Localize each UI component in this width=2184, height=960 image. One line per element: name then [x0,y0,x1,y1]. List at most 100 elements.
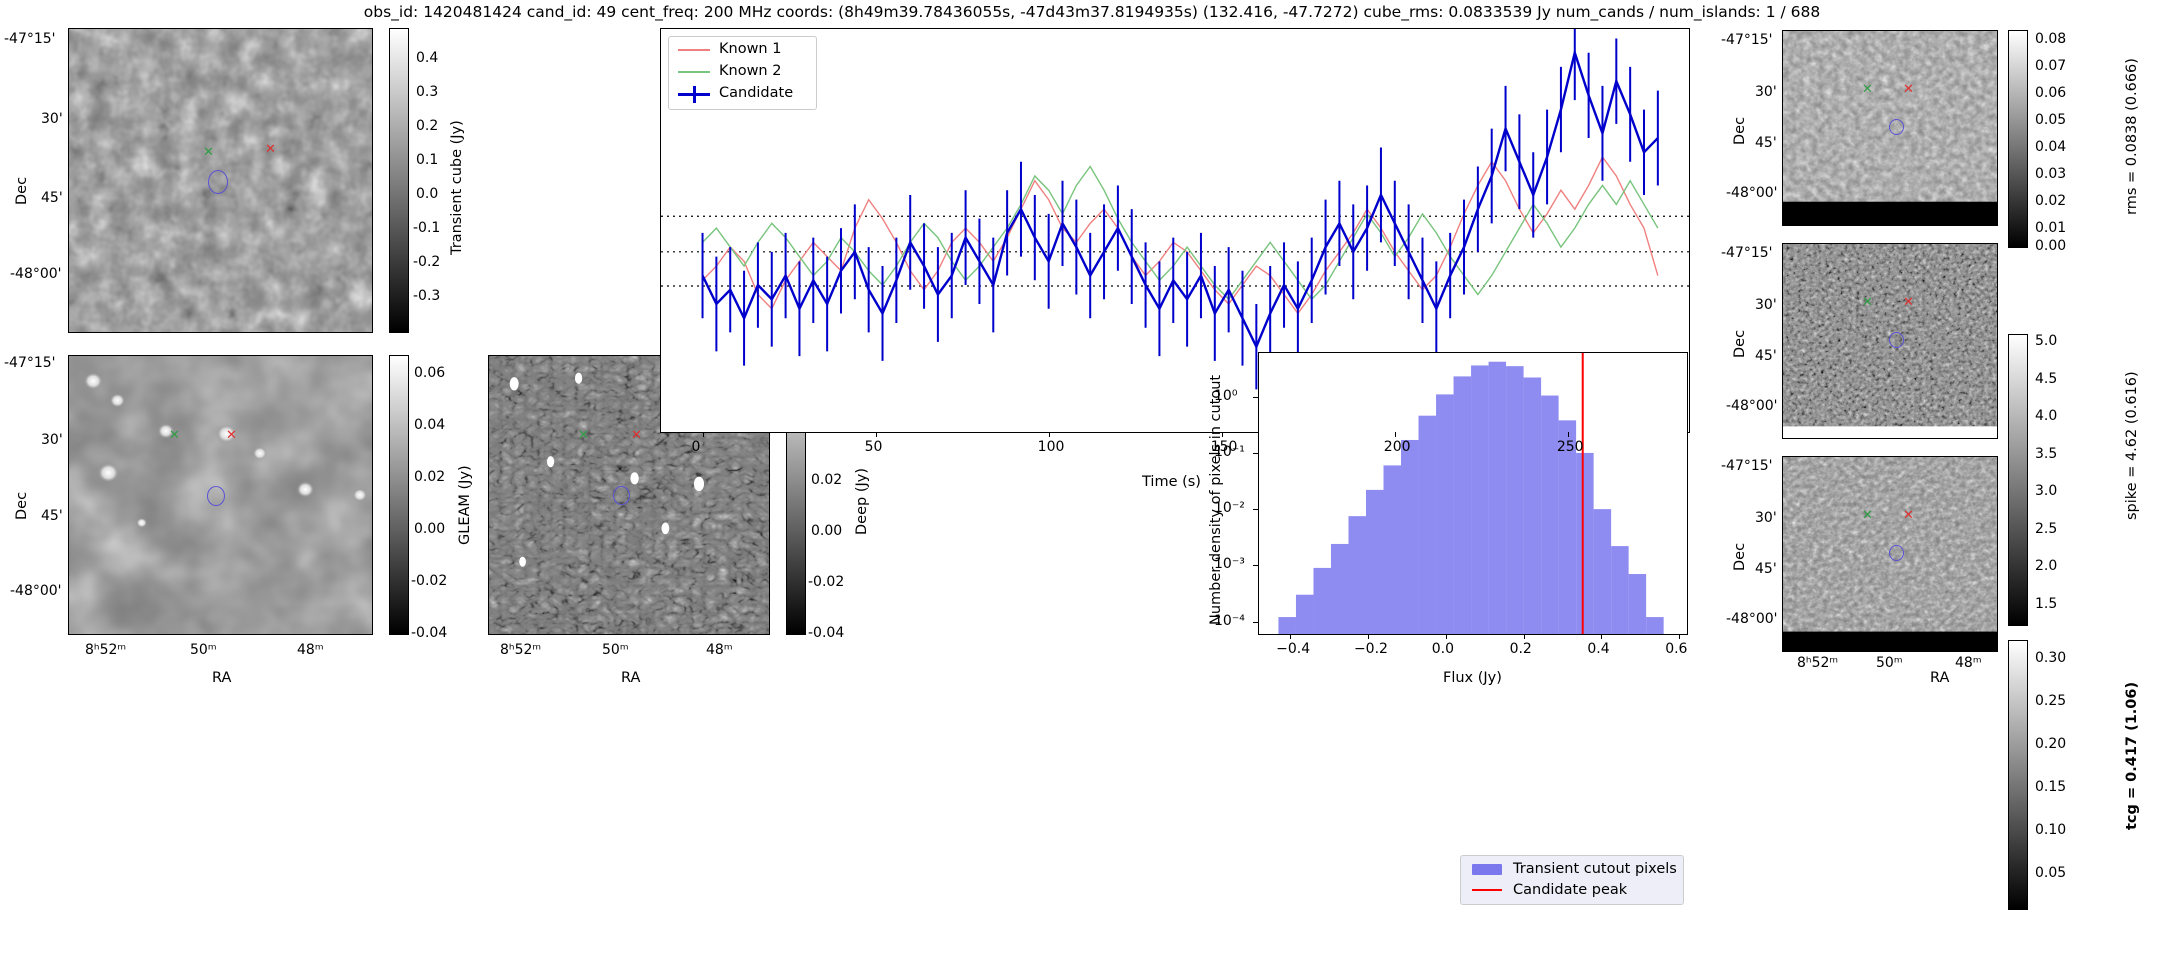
histogram-ytickmark [1253,396,1258,398]
histogram-ytickmark [1253,621,1258,623]
tcg-colorbar[interactable] [2008,640,2028,910]
tcg-image [1783,457,1997,651]
tcg-ytick-1: 30' [1755,510,1777,526]
rms-colorbar-label: rms = 0.0838 (0.666) [2124,58,2140,215]
rms-ytick-0: -47°15' [1721,32,1773,48]
tc-ytick-1: 30' [41,111,63,127]
gl-cb-3: 0.00 [414,521,446,537]
known2-marker: ✕ [169,428,180,443]
known2-marker: ✕ [578,428,589,443]
candidate-source-ellipse [613,486,630,505]
rms-cb-8: 0.00 [2035,238,2067,254]
sp-cb-2: 4.0 [2035,408,2058,424]
lightcurve-xtickmark [1221,432,1223,437]
gl-cb-0: 0.06 [414,365,446,381]
panel-rms[interactable]: ✕ ✕ [1782,30,1998,226]
tc-cb-7: -0.3 [413,288,441,304]
deep-xtick-1: 50ᵐ [602,642,629,658]
lightcurve-xtick-label: 250 [1556,439,1584,455]
gl-cb-4: -0.02 [411,573,448,589]
dp-cb-2: 0.02 [811,472,843,488]
histogram-ytick-label: 10⁻⁴ [1214,612,1245,629]
candidate-source-ellipse [208,170,228,194]
panel-tcg[interactable]: ✕ ✕ [1782,456,1998,652]
spike-ytick-1: 30' [1755,297,1777,313]
lightcurve-xtickmark [1567,432,1569,437]
rms-cb-1: 0.07 [2035,58,2067,74]
candidate-source-ellipse [207,486,225,506]
legend-label-candidate: Candidate [719,85,794,101]
transient-cube-ylabel: Dec [14,176,30,205]
tcg-colorbar-label: tcg = 0.417 (1.06) [2124,681,2140,830]
panel-spike[interactable]: ✕ ✕ [1782,243,1998,439]
legend-label-known1: Known 1 [719,41,782,57]
known1-marker: ✕ [1903,508,1914,523]
histogram-xtickmark [1679,634,1681,639]
histogram-xlabel: Flux (Jy) [1443,670,1502,686]
tc-cb-5: -0.1 [413,220,441,236]
rms-ylabel: Dec [1732,116,1748,145]
sp-cb-5: 2.5 [2035,521,2058,537]
rms-cb-0: 0.08 [2035,31,2067,47]
tc-ytick-2: 45' [41,190,63,206]
histogram-legend [1460,855,1684,905]
lightcurve-xtick-label: 0 [691,439,701,455]
tcg-xtick-2: 48ᵐ [1955,655,1982,671]
known1-marker: ✕ [1903,82,1914,97]
panel-gleam[interactable]: ✕ ✕ [68,355,373,635]
spike-ytick-3: -48°00' [1726,398,1778,414]
histogram-xtickmark [1290,634,1292,639]
dp-cb-5: -0.04 [808,625,845,641]
known2-marker: ✕ [203,145,214,160]
gleam-xtick-0: 8ʰ52ᵐ [85,642,127,658]
gl-cb-2: 0.02 [414,469,446,485]
dp-cb-4: -0.02 [808,574,845,590]
histogram-plot[interactable] [1258,352,1688,635]
tc-cb-4: 0.0 [416,186,439,202]
histogram-ytick-label: 10⁻³ [1214,556,1245,573]
tcg-cb-4: 0.10 [2035,822,2067,838]
gleam-ytick-3: -48°00' [10,583,62,599]
sp-cb-4: 3.0 [2035,483,2058,499]
tcg-xlabel: RA [1930,670,1950,686]
spike-colorbar[interactable] [2008,334,2028,626]
tcg-cb-0: 0.30 [2035,650,2067,666]
rms-cb-4: 0.04 [2035,139,2067,155]
histogram-ytickmark [1253,509,1258,511]
gleam-colorbar[interactable] [389,355,409,635]
gleam-colorbar-label: GLEAM (Jy) [457,465,473,545]
lightcurve-xtick-label: 50 [864,439,883,455]
tcg-cb-2: 0.20 [2035,736,2067,752]
known1-marker: ✕ [226,428,237,443]
gl-cb-1: 0.04 [414,417,446,433]
gleam-xtick-1: 50ᵐ [190,642,217,658]
legend-errorbar-candidate [693,86,696,103]
rms-ytick-3: -48°00' [1726,185,1778,201]
panel-transient-cube[interactable]: ✕ ✕ [68,28,373,333]
histogram-xtickmark [1523,634,1525,639]
tcg-ytick-2: 45' [1755,561,1777,577]
gleam-ytick-0: -47°15' [4,355,56,371]
candidate-source-ellipse [1889,545,1904,561]
rms-cb-7: 0.01 [2035,220,2067,236]
legend-line-candidate-peak [1472,889,1502,892]
rms-colorbar[interactable] [2008,30,2028,248]
tc-cb-1: 0.3 [416,84,439,100]
page-title: obs_id: 1420481424 cand_id: 49 cent_freq… [363,3,1821,21]
tcg-xtick-1: 50ᵐ [1876,655,1903,671]
transient-cube-colorbar[interactable] [389,28,409,333]
dp-cb-3: 0.00 [811,523,843,539]
lightcurve-xtick-label: 100 [1037,439,1065,455]
gl-cb-5: -0.04 [411,625,448,641]
known1-marker: ✕ [265,142,276,157]
legend-label-candidate-peak: Candidate peak [1513,882,1628,898]
rms-ytick-2: 45' [1755,135,1777,151]
tcg-ytick-3: -48°00' [1726,611,1778,627]
lightcurve-xlabel: Time (s) [1142,474,1201,490]
tc-cb-0: 0.4 [416,50,439,66]
histogram-xtick-label: −0.4 [1276,641,1311,657]
deep-xtick-0: 8ʰ52ᵐ [500,642,542,658]
rms-cb-3: 0.05 [2035,112,2067,128]
spike-ylabel: Dec [1732,329,1748,358]
tc-cb-2: 0.2 [416,118,439,134]
